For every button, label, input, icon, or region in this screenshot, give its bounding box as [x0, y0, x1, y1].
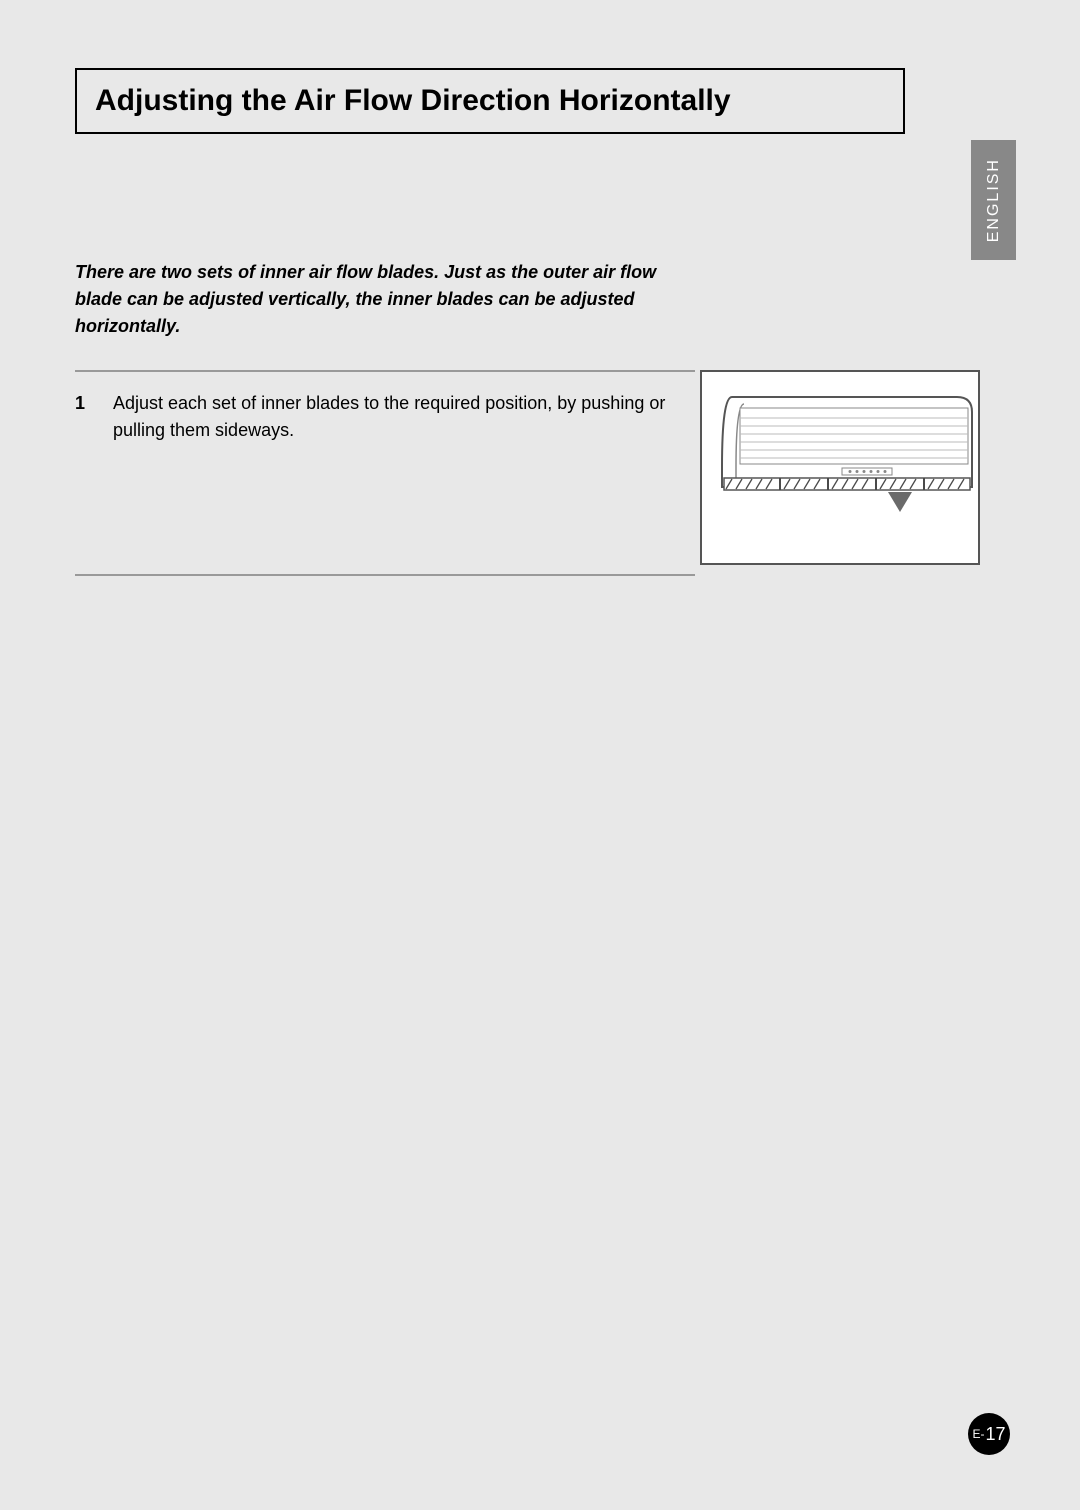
step-number: 1: [75, 390, 113, 444]
page-number-badge: E- 17: [968, 1413, 1010, 1455]
ac-unit-illustration: [702, 372, 980, 565]
section-divider-bottom: [75, 574, 695, 576]
ac-unit-figure: [700, 370, 980, 565]
step-row: 1 Adjust each set of inner blades to the…: [75, 390, 695, 444]
step-text: Adjust each set of inner blades to the r…: [113, 390, 695, 444]
language-label: ENGLISH: [985, 158, 1003, 242]
page-title: Adjusting the Air Flow Direction Horizon…: [95, 84, 885, 118]
intro-paragraph: There are two sets of inner air flow bla…: [75, 259, 695, 340]
language-tab: ENGLISH: [971, 140, 1016, 260]
page-number: 17: [985, 1424, 1005, 1445]
page-prefix: E-: [972, 1427, 984, 1441]
page-title-box: Adjusting the Air Flow Direction Horizon…: [75, 68, 905, 134]
section-divider-top: [75, 370, 695, 372]
